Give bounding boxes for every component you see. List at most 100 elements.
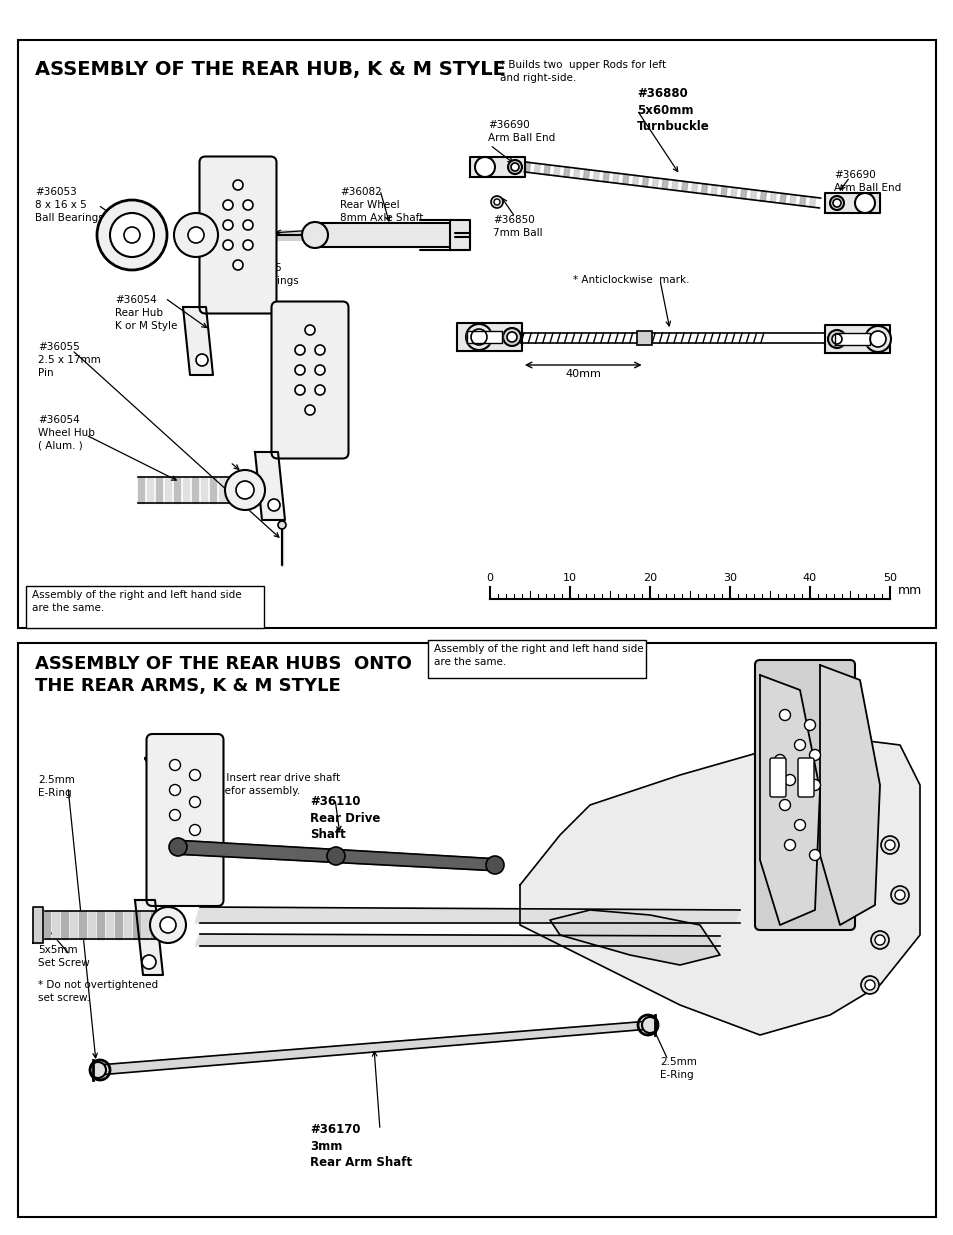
Circle shape — [827, 330, 845, 348]
Polygon shape — [820, 664, 879, 925]
Circle shape — [233, 180, 243, 190]
Polygon shape — [661, 179, 667, 189]
Circle shape — [124, 227, 140, 243]
Circle shape — [243, 200, 253, 210]
Text: #36054
Wheel Hub
( Alum. ): #36054 Wheel Hub ( Alum. ) — [38, 415, 94, 451]
Polygon shape — [142, 911, 149, 939]
Circle shape — [506, 332, 517, 342]
Circle shape — [870, 931, 888, 948]
Circle shape — [142, 955, 156, 969]
Polygon shape — [160, 911, 167, 939]
Polygon shape — [219, 477, 225, 503]
Circle shape — [225, 471, 265, 510]
Polygon shape — [106, 911, 112, 939]
Circle shape — [327, 847, 345, 864]
Text: ASSEMBLY OF THE REAR HUB, K & M STYLE: ASSEMBLY OF THE REAR HUB, K & M STYLE — [35, 61, 505, 79]
Text: #36170
3mm
Rear Arm Shaft: #36170 3mm Rear Arm Shaft — [310, 1123, 412, 1170]
Polygon shape — [52, 911, 59, 939]
Circle shape — [779, 709, 790, 720]
Text: 30: 30 — [722, 573, 737, 583]
Circle shape — [314, 385, 325, 395]
Circle shape — [172, 842, 182, 853]
Polygon shape — [602, 172, 609, 183]
Polygon shape — [681, 182, 687, 191]
Polygon shape — [760, 676, 820, 925]
Circle shape — [160, 918, 175, 932]
Text: #36055
2.5 x 17mm
Pin: #36055 2.5 x 17mm Pin — [38, 342, 101, 378]
Text: * Builds two  upper Rods for left
and right-side.: * Builds two upper Rods for left and rig… — [499, 61, 665, 83]
Circle shape — [803, 720, 815, 730]
Circle shape — [223, 240, 233, 249]
Circle shape — [235, 480, 253, 499]
Polygon shape — [70, 911, 77, 939]
Circle shape — [90, 1062, 106, 1078]
Text: THE REAR ARMS, K & M STYLE: THE REAR ARMS, K & M STYLE — [35, 677, 340, 695]
Circle shape — [864, 981, 874, 990]
Text: #36053
8 x 16 x 5
Ball Bearings: #36053 8 x 16 x 5 Ball Bearings — [35, 186, 104, 222]
Polygon shape — [730, 188, 737, 198]
FancyBboxPatch shape — [754, 659, 854, 930]
Polygon shape — [98, 1021, 649, 1074]
FancyBboxPatch shape — [769, 758, 785, 797]
Circle shape — [223, 200, 233, 210]
Text: Assembly of the right and left hand side
are the same.: Assembly of the right and left hand side… — [32, 590, 241, 614]
Circle shape — [507, 161, 521, 174]
Text: Assembly of the right and left hand side
are the same.: Assembly of the right and left hand side… — [434, 643, 643, 667]
FancyBboxPatch shape — [199, 157, 276, 314]
Text: #36690
Arm Ball End: #36690 Arm Ball End — [833, 170, 901, 193]
Polygon shape — [228, 477, 233, 503]
Circle shape — [195, 354, 208, 366]
Circle shape — [485, 856, 503, 874]
Polygon shape — [641, 177, 648, 186]
Bar — [310, 224, 455, 247]
FancyBboxPatch shape — [797, 758, 813, 797]
Circle shape — [243, 240, 253, 249]
Text: #36880
5x60mm
Turnbuckle: #36880 5x60mm Turnbuckle — [637, 86, 709, 133]
Polygon shape — [97, 911, 104, 939]
Text: 50: 50 — [882, 573, 896, 583]
Circle shape — [874, 935, 884, 945]
Polygon shape — [43, 911, 50, 939]
Circle shape — [170, 760, 180, 771]
Circle shape — [794, 820, 804, 830]
Circle shape — [223, 220, 233, 230]
Text: #36054
Rear Hub
K or M Style: #36054 Rear Hub K or M Style — [115, 295, 177, 331]
Circle shape — [465, 324, 492, 350]
Polygon shape — [88, 911, 95, 939]
Polygon shape — [183, 308, 213, 375]
Circle shape — [169, 839, 187, 856]
Text: #36053
8 x 16 x 5
Ball Bearings: #36053 8 x 16 x 5 Ball Bearings — [230, 249, 298, 285]
Polygon shape — [194, 906, 740, 923]
Polygon shape — [165, 477, 171, 503]
Polygon shape — [573, 168, 579, 179]
Circle shape — [243, 220, 253, 230]
Text: ASSEMBLY OF THE REAR HUBS  ONTO: ASSEMBLY OF THE REAR HUBS ONTO — [35, 655, 412, 673]
Polygon shape — [467, 331, 501, 343]
Circle shape — [831, 333, 841, 345]
Polygon shape — [691, 183, 697, 193]
Polygon shape — [824, 325, 889, 353]
Polygon shape — [809, 196, 815, 207]
Polygon shape — [720, 186, 726, 196]
Polygon shape — [138, 477, 144, 503]
Polygon shape — [769, 191, 776, 203]
Text: #36690
Arm Ball End: #36690 Arm Ball End — [488, 120, 555, 143]
Polygon shape — [151, 911, 158, 939]
Circle shape — [491, 196, 502, 207]
Polygon shape — [450, 220, 470, 249]
Circle shape — [471, 329, 486, 345]
Bar — [18, 40, 935, 629]
Polygon shape — [554, 165, 559, 177]
Circle shape — [190, 825, 200, 836]
Polygon shape — [632, 175, 638, 185]
Polygon shape — [135, 900, 163, 974]
Text: 40: 40 — [802, 573, 816, 583]
Circle shape — [110, 212, 153, 257]
Circle shape — [641, 1016, 658, 1032]
Text: 0: 0 — [486, 573, 493, 583]
Circle shape — [869, 331, 885, 347]
Circle shape — [794, 740, 804, 751]
Polygon shape — [534, 163, 539, 174]
Polygon shape — [79, 911, 86, 939]
FancyBboxPatch shape — [272, 301, 348, 458]
